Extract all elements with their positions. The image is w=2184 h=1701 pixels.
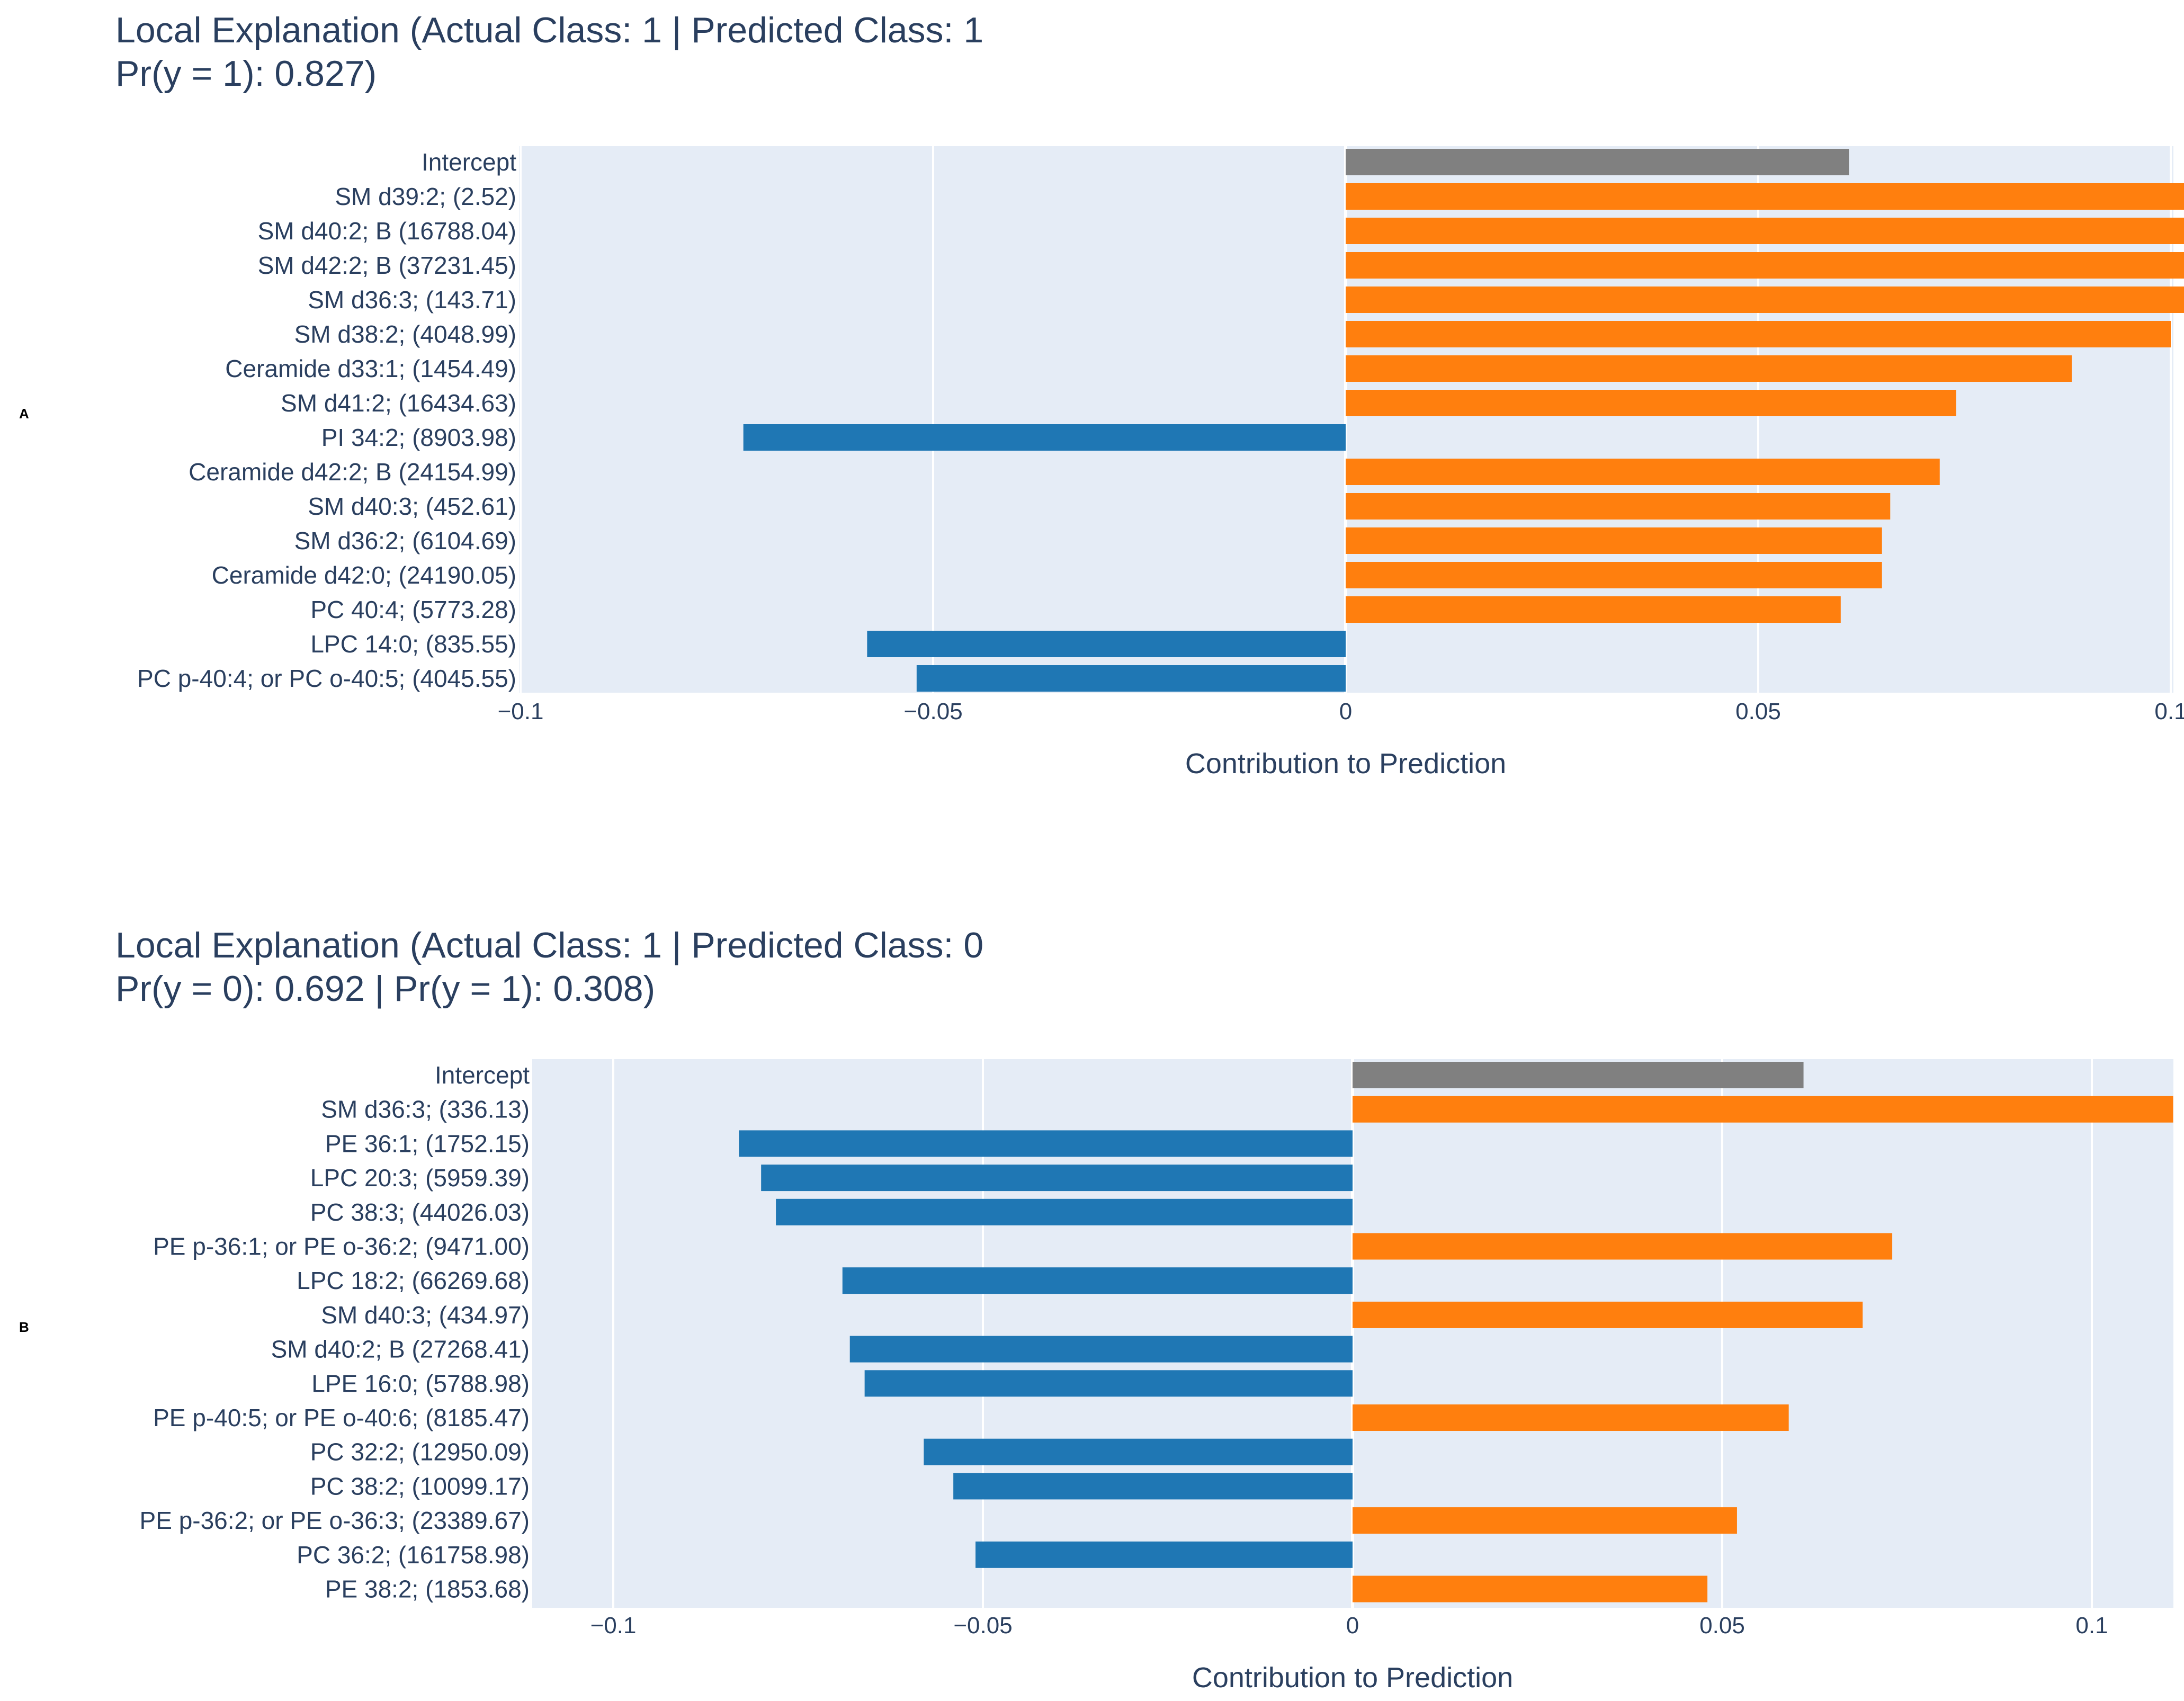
x-tick-label-b-1: −0.05 xyxy=(953,1613,1012,1639)
bar-a-15 xyxy=(916,665,1346,692)
y-tick-label-a-8: PI 34:2; (8903.98) xyxy=(321,424,516,451)
y-tick-label-b-6: LPC 18:2; (66269.68) xyxy=(297,1267,530,1294)
bar-b-3 xyxy=(761,1165,1353,1192)
bar-a-2 xyxy=(1346,218,2184,244)
bar-b-13 xyxy=(1353,1507,1737,1534)
bar-b-7 xyxy=(1353,1301,1863,1328)
y-tick-label-a-13: PC 40:4; (5773.28) xyxy=(310,596,516,623)
x-axis-title-b: Contribution to Prediction xyxy=(1192,1662,1513,1694)
y-tick-label-a-14: LPC 14:0; (835.55) xyxy=(310,630,516,658)
y-tick-label-a-11: SM d36:2; (6104.69) xyxy=(294,527,516,554)
bar-a-12 xyxy=(1346,562,1882,588)
bar-a-6 xyxy=(1346,355,2072,382)
bar-b-15 xyxy=(1353,1575,1708,1602)
y-tick-labels-a: Intercept SM d39:2; (2.52) SM d40:2; B (16… xyxy=(137,148,516,692)
bar-b-9 xyxy=(864,1370,1353,1397)
bar-b-6 xyxy=(842,1267,1353,1294)
x-tick-label-b-3: 0.05 xyxy=(1699,1613,1745,1639)
bar-b-8 xyxy=(849,1336,1353,1363)
bar-a-9 xyxy=(1346,459,1940,485)
y-tick-label-a-10: SM d40:3; (452.61) xyxy=(308,493,516,520)
chart-title-a-line2: Pr(y = 1): 0.827) xyxy=(115,53,377,94)
bar-intercept-b xyxy=(1353,1062,1804,1088)
bars-b xyxy=(739,1062,2173,1602)
x-tick-label-a-3: 0.05 xyxy=(1735,699,1781,724)
bar-b-2 xyxy=(739,1130,1353,1157)
y-tick-label-b-12: PC 38:2; (10099.17) xyxy=(310,1472,530,1500)
bar-b-14 xyxy=(975,1541,1353,1568)
y-tick-label-b-1: SM d36:3; (336.13) xyxy=(321,1096,530,1123)
bar-a-7 xyxy=(1346,390,1956,416)
y-tick-label-a-5: SM d38:2; (4048.99) xyxy=(294,320,516,348)
y-tick-label-b-15: PE 38:2; (1853.68) xyxy=(325,1575,530,1603)
bar-a-14 xyxy=(867,631,1346,657)
panel-label-b: B xyxy=(19,1319,29,1335)
panel-label-a: A xyxy=(19,406,29,422)
x-tick-label-a-2: 0 xyxy=(1339,699,1352,724)
y-tick-label-b-11: PC 32:2; (12950.09) xyxy=(310,1438,530,1466)
bar-b-4 xyxy=(776,1198,1353,1225)
y-tick-label-a-0: Intercept xyxy=(422,148,516,176)
y-tick-label-a-12: Ceramide d42:0; (24190.05) xyxy=(212,561,516,589)
bar-a-10 xyxy=(1346,493,1891,520)
y-tick-label-a-3: SM d42:2; B (37231.45) xyxy=(258,252,516,279)
bar-a-3 xyxy=(1346,252,2184,279)
bar-a-1 xyxy=(1346,183,2184,210)
x-tick-label-b-4: 0.1 xyxy=(2075,1613,2108,1639)
y-tick-label-a-9: Ceramide d42:2; B (24154.99) xyxy=(189,458,516,486)
y-tick-label-a-1: SM d39:2; (2.52) xyxy=(335,183,516,210)
y-tick-label-b-9: LPE 16:0; (5788.98) xyxy=(311,1369,530,1397)
panel-a: A Local Explanation (Actual Class: 1 | P… xyxy=(19,10,2184,780)
bar-a-4 xyxy=(1346,287,2184,313)
y-tick-label-b-7: SM d40:3; (434.97) xyxy=(321,1301,530,1329)
chart-title-a-line1: Local Explanation (Actual Class: 1 | Pre… xyxy=(115,10,983,50)
y-tick-label-a-4: SM d36:3; (143.71) xyxy=(308,286,516,314)
y-tick-label-b-10: PE p-40:5; or PE o-40:6; (8185.47) xyxy=(153,1404,530,1431)
y-tick-label-b-3: LPC 20:3; (5959.39) xyxy=(310,1164,530,1192)
x-tick-label-a-4: 0.1 xyxy=(2154,699,2184,724)
y-tick-label-a-15: PC p-40:4; or PC o-40:5; (4045.55) xyxy=(137,665,516,692)
bar-b-5 xyxy=(1353,1233,1893,1260)
x-tick-labels-b: −0.1 −0.05 0 0.05 0.1 xyxy=(590,1613,2108,1639)
chart-title-b-line1: Local Explanation (Actual Class: 1 | Pre… xyxy=(115,925,983,965)
y-tick-label-b-0: Intercept xyxy=(435,1061,530,1089)
y-tick-label-b-14: PC 36:2; (161758.98) xyxy=(297,1541,530,1569)
x-axis-title-a: Contribution to Prediction xyxy=(1185,748,1506,780)
bar-a-11 xyxy=(1346,527,1882,554)
y-tick-label-a-7: SM d41:2; (16434.63) xyxy=(281,389,516,417)
x-tick-label-a-1: −0.05 xyxy=(903,699,962,724)
y-tick-label-b-5: PE p-36:1; or PE o-36:2; (9471.00) xyxy=(153,1233,530,1260)
bar-b-10 xyxy=(1353,1404,1789,1431)
bar-b-1 xyxy=(1353,1096,2173,1123)
bar-b-11 xyxy=(924,1438,1353,1465)
y-tick-label-b-13: PE p-36:2; or PE o-36:3; (23389.67) xyxy=(140,1507,530,1534)
y-tick-label-b-8: SM d40:2; B (27268.41) xyxy=(271,1336,530,1363)
y-tick-labels-b: Intercept SM d36:3; (336.13) PE 36:1; (175… xyxy=(140,1061,530,1603)
x-tick-label-b-2: 0 xyxy=(1346,1613,1359,1639)
y-tick-label-a-2: SM d40:2; B (16788.04) xyxy=(258,217,516,245)
bar-intercept-a xyxy=(1346,149,1849,175)
y-tick-label-b-4: PC 38:3; (44026.03) xyxy=(310,1198,530,1226)
x-tick-label-a-0: −0.1 xyxy=(498,699,544,724)
bar-a-5 xyxy=(1346,321,2171,347)
x-tick-label-b-0: −0.1 xyxy=(590,1613,637,1639)
panel-b: B Local Explanation (Actual Class: 1 | P… xyxy=(19,925,2173,1694)
bar-b-12 xyxy=(953,1473,1353,1500)
y-tick-label-a-6: Ceramide d33:1; (1454.49) xyxy=(225,355,516,382)
bar-a-13 xyxy=(1346,596,1841,623)
bar-a-8 xyxy=(743,424,1346,451)
y-tick-label-b-2: PE 36:1; (1752.15) xyxy=(325,1130,530,1157)
x-tick-labels-a: −0.1 −0.05 0 0.05 0.1 xyxy=(498,699,2184,724)
bars-a xyxy=(743,149,2184,692)
chart-title-b-line2: Pr(y = 0): 0.692 | Pr(y = 1): 0.308) xyxy=(115,969,655,1009)
